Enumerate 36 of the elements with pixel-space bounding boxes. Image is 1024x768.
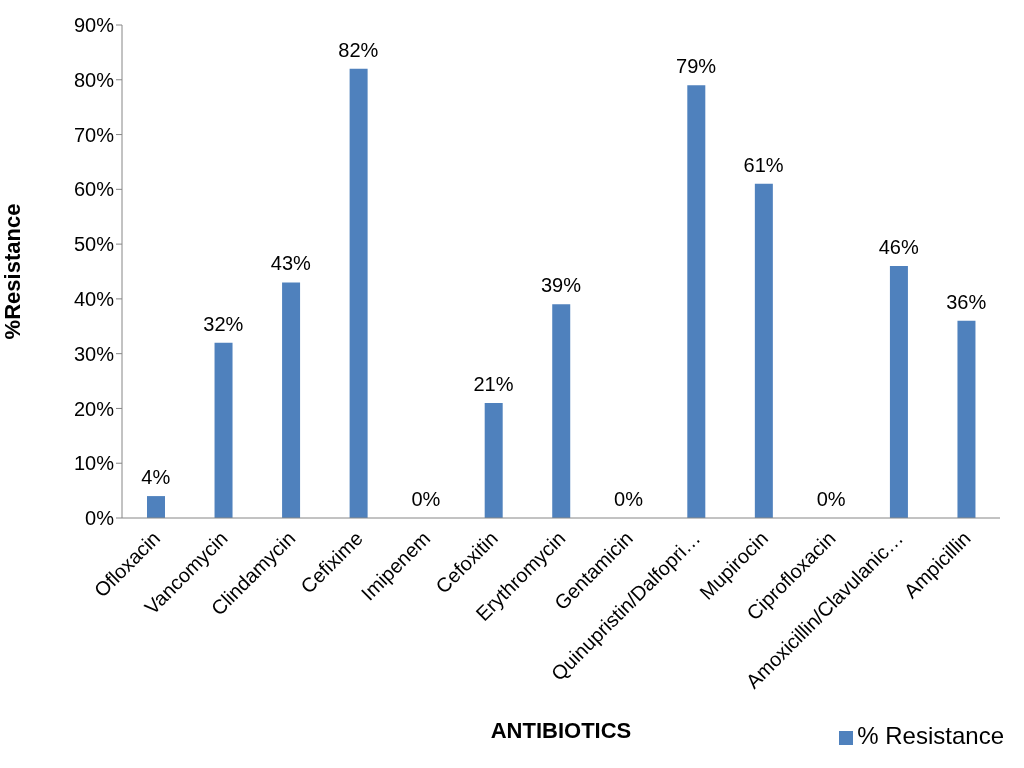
data-label: 36% [946,290,987,313]
y-tick-label: 90% [73,14,115,37]
x-axis-title: ANTIBIOTICS [490,718,632,743]
data-label: 4% [141,466,171,489]
data-label: 32% [203,312,244,335]
y-tick-label: 60% [73,178,115,201]
y-axis-title: %Resistance [0,203,25,340]
bar [282,282,301,518]
bar [552,304,571,518]
bar [484,402,503,518]
data-label: 79% [676,55,717,78]
y-tick-label: 10% [73,452,115,475]
bar [957,320,976,518]
data-label: 82% [338,38,379,61]
bar [687,85,706,518]
data-label: 0% [816,488,846,510]
bar [889,266,908,518]
data-label: 61% [743,153,784,176]
legend-label: % Resistance [857,722,1004,749]
data-label: 21% [473,372,514,395]
y-tick-label: 20% [73,397,115,420]
bar [754,183,773,518]
y-tick-label: 40% [73,287,115,310]
data-label: 39% [540,274,582,297]
bar [147,496,165,518]
data-label: 0% [411,488,441,510]
y-tick-label: 70% [73,123,115,146]
y-tick-label: 80% [73,68,115,91]
y-tick-label: 0% [85,507,115,530]
data-label: 0% [614,488,644,510]
data-label: 43% [270,252,312,275]
y-tick-label: 30% [73,342,115,365]
y-tick-label: 50% [73,233,115,256]
bar [349,68,368,518]
bar [214,342,233,518]
data-label: 46% [878,236,919,259]
